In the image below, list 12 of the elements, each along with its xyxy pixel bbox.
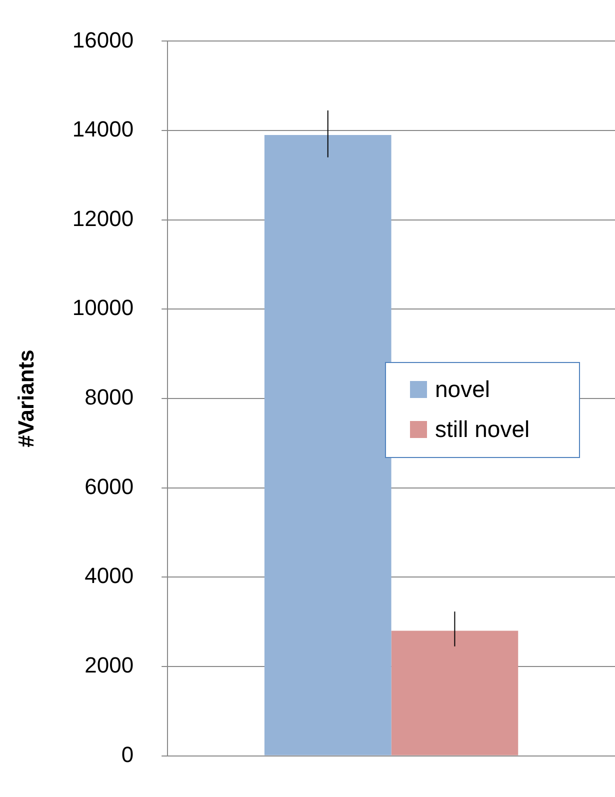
y-axis-title: #Variants bbox=[13, 350, 38, 448]
y-tick-label: 16000 bbox=[72, 27, 134, 52]
y-tick-label: 2000 bbox=[84, 652, 134, 678]
y-tick-label: 12000 bbox=[72, 206, 134, 231]
y-tick-label: 0 bbox=[121, 742, 134, 767]
legend-label: novel bbox=[435, 376, 490, 402]
y-tick-label: 4000 bbox=[84, 563, 134, 588]
y-tick-label: 6000 bbox=[84, 474, 134, 499]
y-tick-label: 10000 bbox=[72, 295, 134, 320]
y-tick-label: 14000 bbox=[72, 116, 134, 142]
y-tick-label: 8000 bbox=[84, 384, 134, 410]
legend-label: still novel bbox=[435, 416, 530, 442]
